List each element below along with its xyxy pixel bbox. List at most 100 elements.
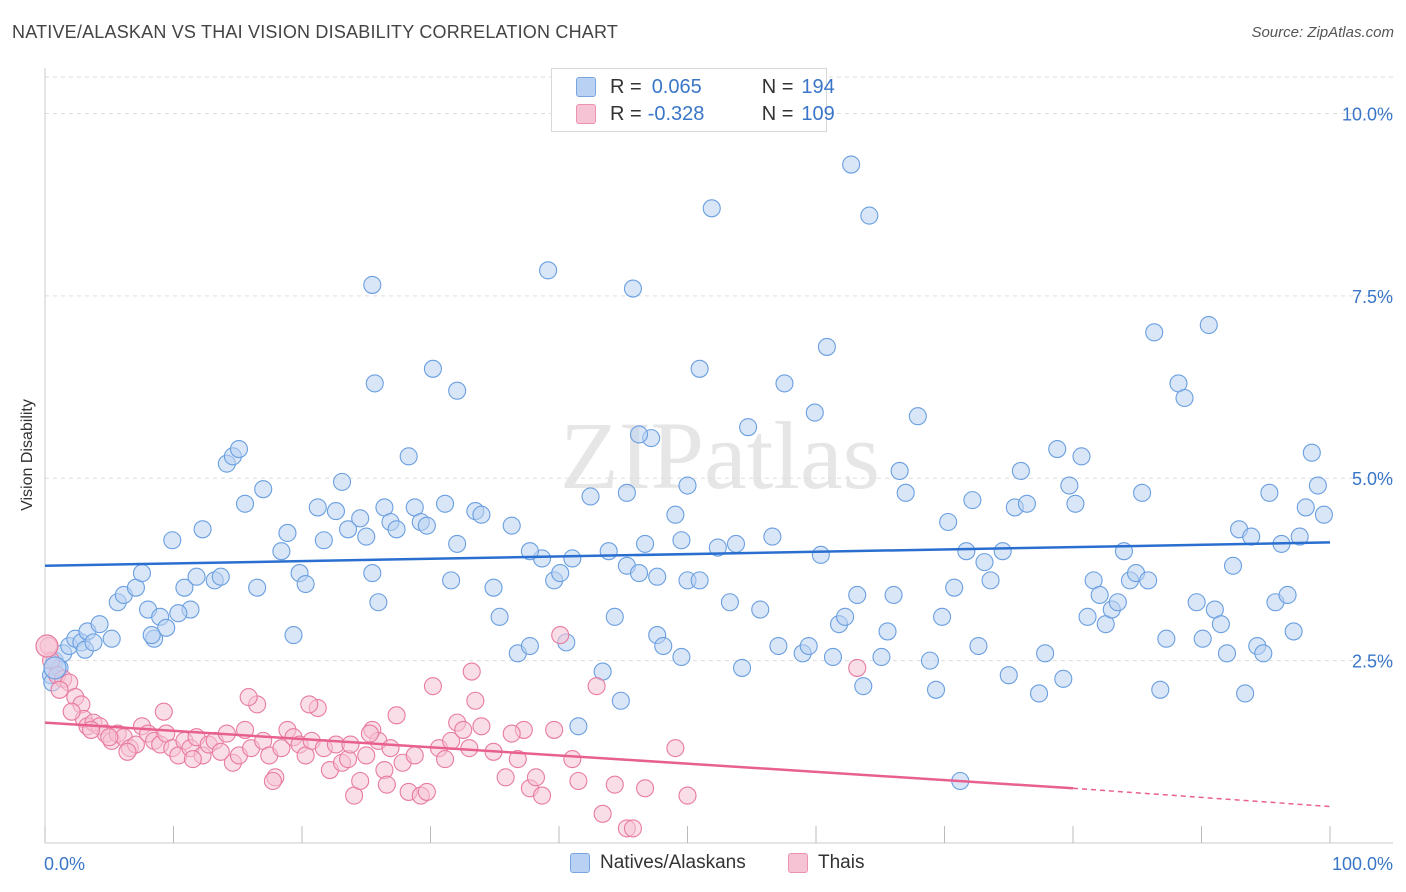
natives-point	[365, 374, 384, 393]
natives-point	[448, 381, 467, 400]
natives-point	[769, 636, 788, 656]
natives-point	[551, 564, 570, 583]
thais-point	[636, 779, 655, 798]
thais-point	[377, 775, 396, 794]
thais-point	[50, 680, 69, 699]
natives-point	[369, 593, 388, 612]
natives-point	[278, 523, 297, 543]
natives-point	[1217, 644, 1237, 663]
stats-row-thais: R = -0.328 N = 109	[576, 101, 835, 127]
natives-point	[775, 374, 794, 393]
natives-point	[1236, 684, 1255, 703]
natives-point	[163, 531, 182, 550]
legend-item-natives[interactable]: Natives/Alaskans	[570, 852, 746, 874]
natives-point	[963, 491, 982, 510]
natives-point	[1260, 483, 1279, 502]
thais-point	[666, 739, 685, 758]
natives-point	[908, 407, 927, 426]
natives-point	[945, 578, 964, 597]
natives-point	[611, 691, 630, 710]
natives-point	[599, 542, 618, 561]
natives-point	[102, 629, 121, 648]
natives-point	[1066, 494, 1085, 513]
thais-point	[263, 771, 282, 791]
stats-row-natives: R = 0.065 N = 194	[576, 74, 835, 100]
series-legend: Natives/Alaskans Thais	[0, 852, 1406, 876]
thais-point	[35, 634, 59, 658]
y-tick-label: 7.5%	[1352, 287, 1393, 307]
source-credit: Source: ZipAtlas.com	[1251, 24, 1394, 41]
natives-point	[648, 567, 667, 586]
natives-point	[1139, 571, 1158, 590]
natives-point	[569, 717, 588, 736]
natives-point	[878, 622, 897, 641]
natives-point	[1308, 476, 1327, 495]
natives-point	[1296, 498, 1315, 517]
chart-title: NATIVE/ALASKAN VS THAI VISION DISABILITY…	[12, 22, 619, 42]
natives-point	[169, 604, 188, 623]
natives-point	[235, 494, 255, 513]
natives-point	[363, 564, 382, 583]
natives-point	[623, 279, 642, 298]
natives-point	[387, 520, 406, 539]
natives-trendline	[44, 541, 1331, 568]
natives-point	[332, 472, 352, 491]
thais-point	[587, 677, 606, 696]
natives-point	[751, 600, 770, 619]
natives-point	[811, 545, 830, 564]
natives-point	[520, 542, 539, 561]
natives-point	[1278, 585, 1297, 605]
thais-point	[118, 742, 137, 761]
natives-point	[1072, 447, 1091, 466]
natives-point	[993, 542, 1012, 561]
thais-point	[502, 724, 521, 743]
thais-point	[154, 702, 173, 721]
natives-point	[1145, 323, 1164, 342]
thais-point	[341, 735, 360, 754]
natives-point	[720, 593, 739, 612]
natives-point	[1157, 629, 1176, 648]
natives-point	[1036, 644, 1055, 663]
natives-point	[969, 636, 988, 656]
thais-point	[605, 775, 624, 794]
x-tick-label: 0.0%	[44, 854, 85, 874]
natives-point	[848, 585, 867, 605]
natives-point	[920, 651, 940, 670]
natives-point	[690, 571, 709, 590]
thais-point	[593, 804, 612, 823]
natives-point	[339, 520, 358, 539]
thais-point	[569, 771, 588, 791]
natives-point	[975, 553, 994, 572]
natives-point	[539, 261, 558, 280]
thais-point	[508, 750, 527, 769]
natives-point	[817, 337, 836, 356]
natives-point	[1314, 505, 1333, 524]
natives-point	[799, 636, 818, 656]
natives-point	[1078, 607, 1097, 626]
natives-point	[211, 567, 230, 586]
thais-trendline-extension	[1072, 787, 1331, 808]
legend-item-thais[interactable]: Thais	[788, 852, 864, 874]
y-tick-label: 5.0%	[1352, 469, 1393, 489]
natives-point	[193, 520, 212, 539]
y-axis-label: Vision Disability	[19, 399, 36, 511]
natives-point	[726, 534, 746, 553]
thais-point	[532, 786, 552, 805]
natives-point	[678, 476, 697, 495]
natives-point	[1048, 440, 1067, 459]
thais-point	[466, 691, 485, 710]
natives-point	[563, 549, 582, 568]
natives-point	[272, 542, 291, 561]
natives-point	[605, 607, 624, 626]
natives-point	[351, 509, 370, 528]
natives-point	[326, 502, 345, 521]
thais-point	[848, 658, 867, 677]
natives-point	[1108, 593, 1127, 612]
natives-point	[617, 483, 636, 502]
natives-point	[1223, 556, 1243, 575]
legend-swatch-natives	[570, 853, 590, 873]
natives-point	[672, 647, 691, 667]
natives-point	[1290, 527, 1309, 546]
r-value-thais: -0.328	[647, 102, 705, 125]
legend-swatch-thais	[788, 853, 808, 873]
